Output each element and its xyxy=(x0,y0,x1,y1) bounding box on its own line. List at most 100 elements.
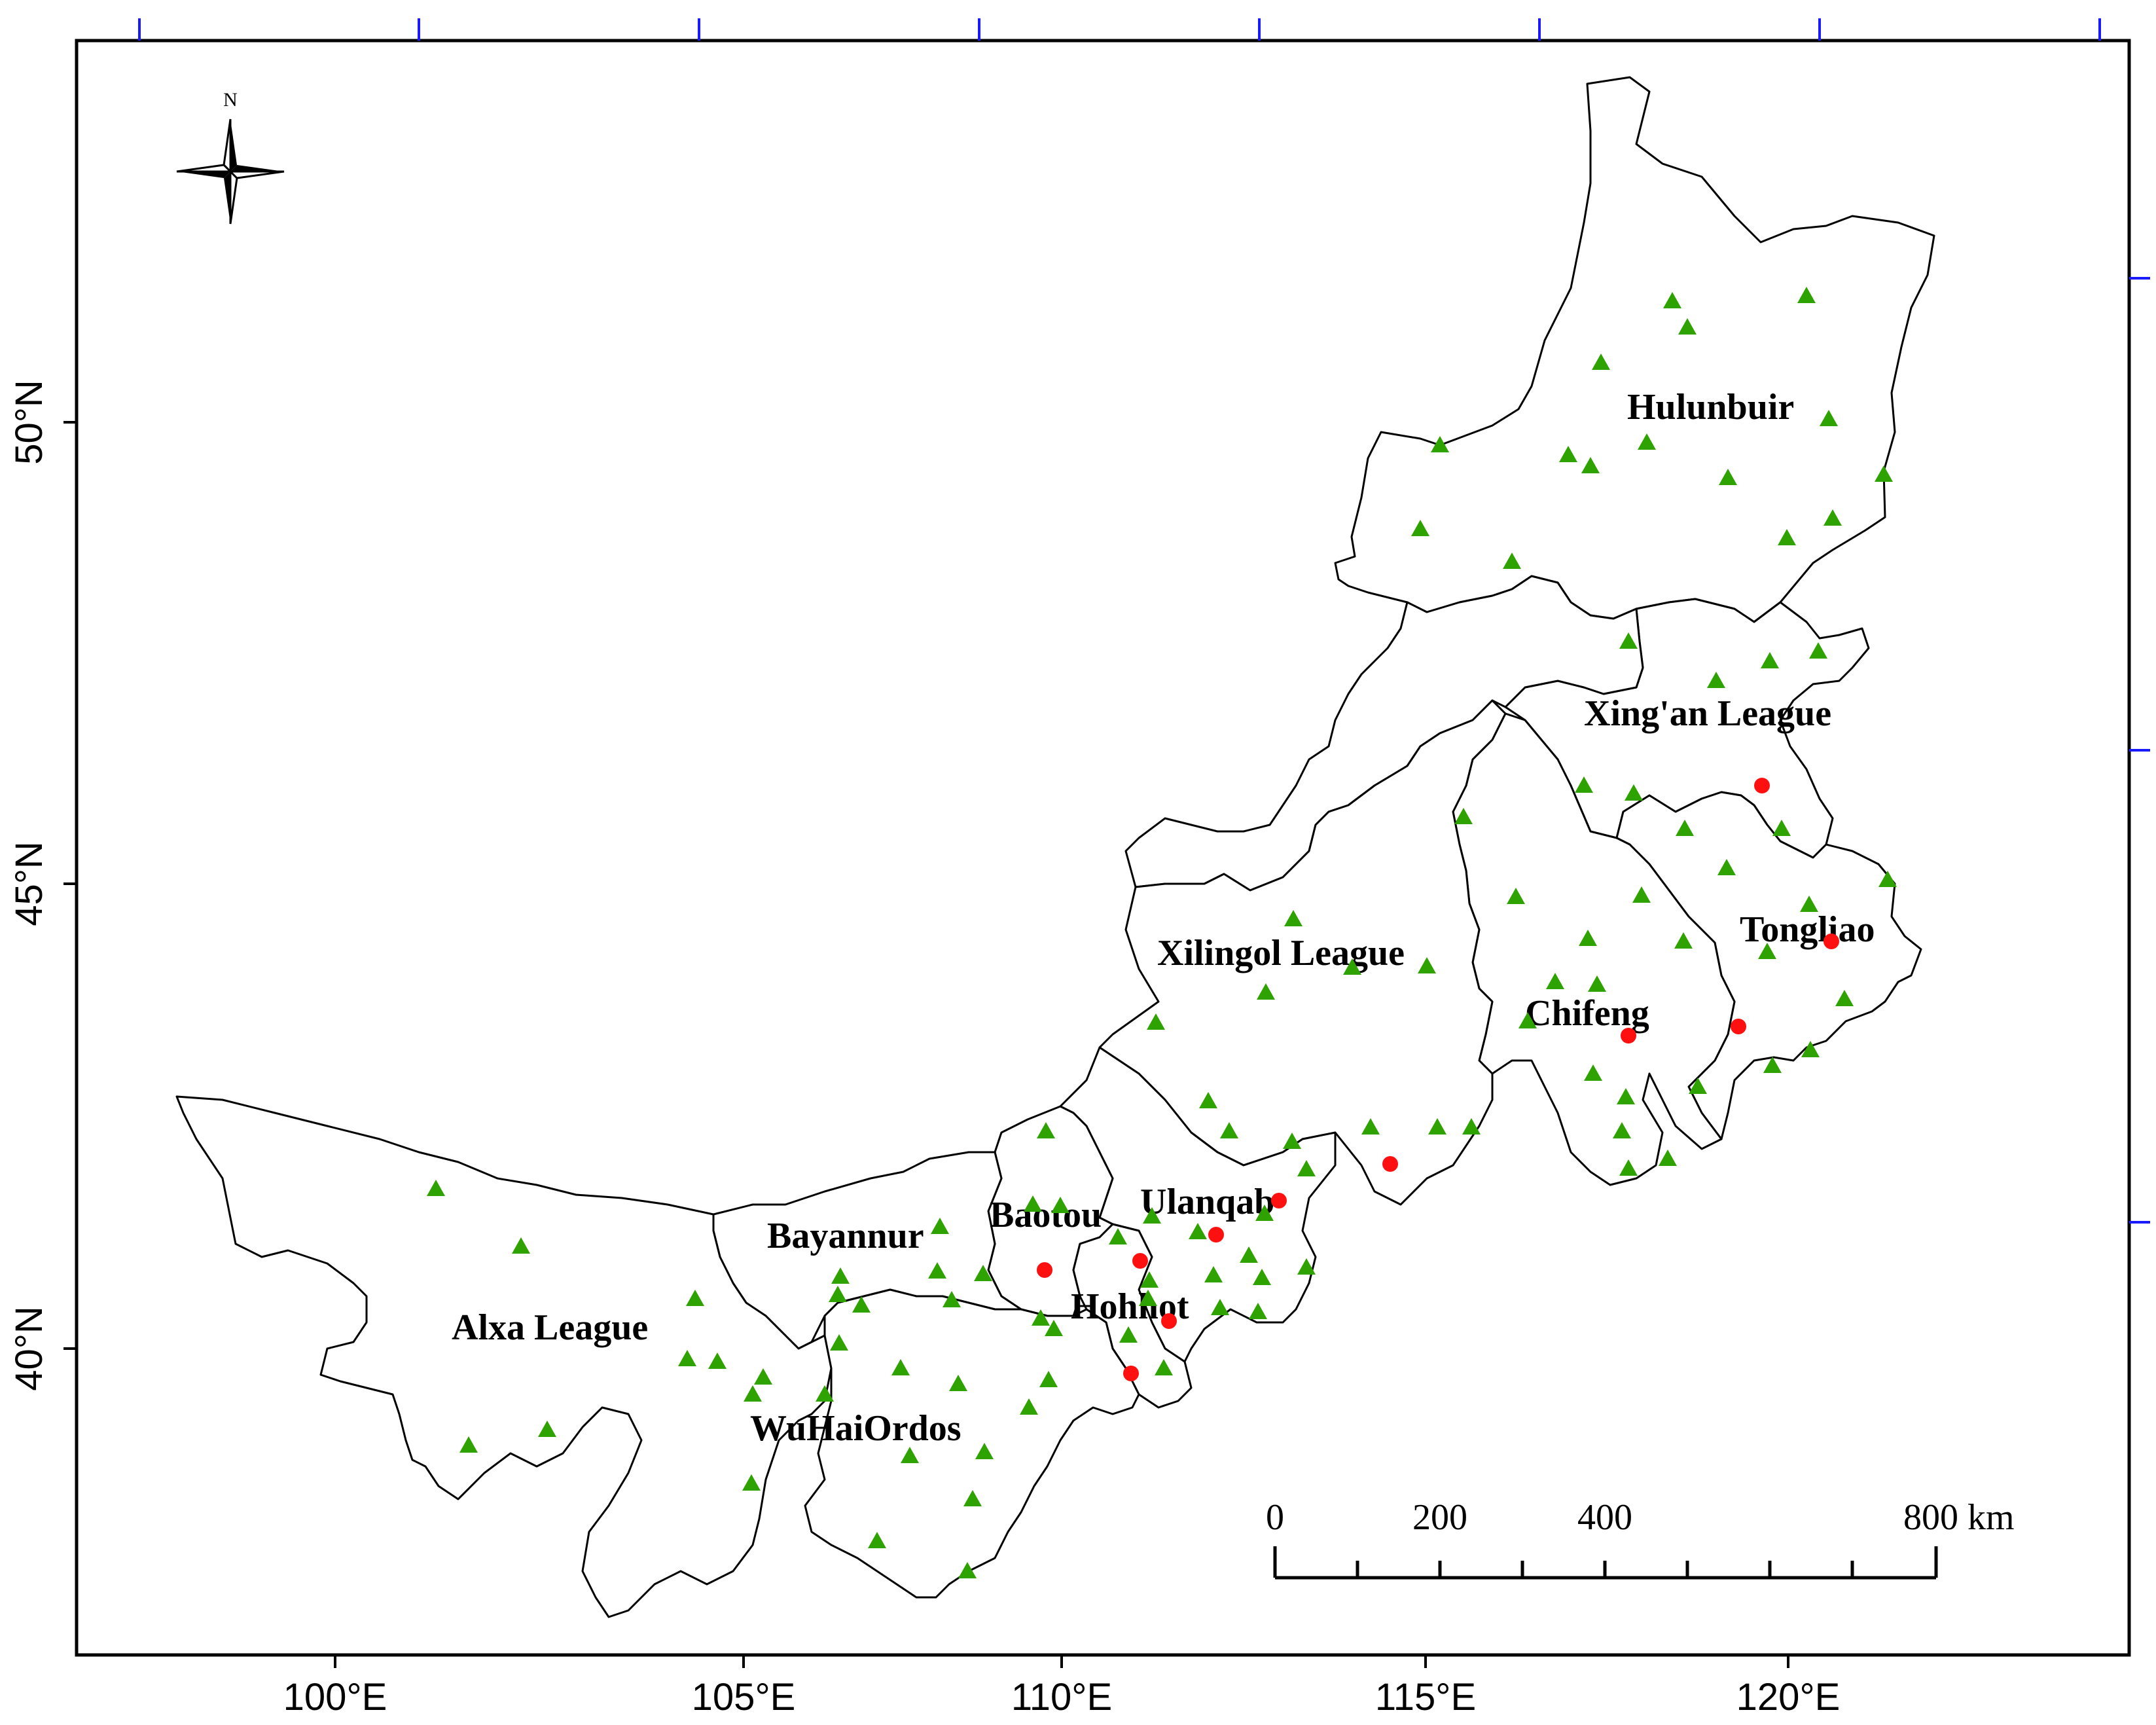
station-marker xyxy=(1249,1303,1267,1319)
station-marker xyxy=(1454,808,1473,824)
station-marker xyxy=(1717,859,1736,875)
station-marker xyxy=(831,1267,850,1284)
station-marker xyxy=(1253,1269,1271,1285)
station-marker xyxy=(1801,1041,1820,1057)
station-marker xyxy=(1778,529,1796,545)
x-tick-label-100: 100°E xyxy=(283,1676,387,1718)
region-wuhai-ordos xyxy=(804,1288,1140,1599)
station-marker xyxy=(1824,509,1842,526)
station-marker xyxy=(1220,1122,1238,1138)
region-label-alxa: Alxa League xyxy=(452,1307,648,1348)
station-marker xyxy=(742,1474,761,1491)
station-marker xyxy=(1255,1205,1274,1221)
station-marker xyxy=(1581,457,1600,473)
station-marker xyxy=(708,1353,727,1369)
region-alxa xyxy=(175,1095,833,1618)
region-label-ulanqab: Ulanqab xyxy=(1140,1182,1274,1222)
station-marker xyxy=(974,1265,992,1281)
scale-bar xyxy=(1273,1546,1938,1580)
station-marker xyxy=(1343,958,1361,975)
region-label-chifeng: Chifeng xyxy=(1525,993,1649,1034)
station-marker xyxy=(1619,1159,1638,1176)
city-marker xyxy=(1208,1227,1224,1243)
station-marker xyxy=(1045,1320,1063,1336)
station-marker xyxy=(1051,1197,1069,1213)
station-marker xyxy=(1147,1013,1165,1030)
x-tick-label-110: 110°E xyxy=(1011,1676,1112,1718)
station-marker xyxy=(1678,318,1697,335)
station-marker xyxy=(931,1218,949,1234)
station-marker xyxy=(949,1375,967,1391)
north-label: N xyxy=(223,89,238,111)
scale-label-400: 400 xyxy=(1577,1497,1632,1538)
station-marker xyxy=(1763,1057,1782,1073)
station-marker xyxy=(1659,1150,1677,1166)
station-marker xyxy=(459,1436,478,1453)
station-marker xyxy=(1143,1207,1161,1224)
station-marker xyxy=(1204,1266,1223,1282)
station-marker xyxy=(1020,1398,1038,1415)
city-markers xyxy=(1037,778,1839,1381)
station-marker xyxy=(1592,354,1610,370)
frame-ticks xyxy=(138,18,2150,1224)
station-marker xyxy=(1619,632,1638,649)
station-marker xyxy=(1676,820,1694,836)
station-marker xyxy=(1284,910,1303,926)
station-marker xyxy=(1462,1118,1481,1135)
north-arrow-icon xyxy=(176,118,285,225)
station-marker xyxy=(1518,1012,1537,1028)
station-marker xyxy=(1211,1299,1229,1315)
x-axis-ticks xyxy=(63,421,1789,1668)
station-marker xyxy=(1820,410,1838,426)
region-hulunbuir xyxy=(1334,76,1935,623)
region-label-xilingol: Xilingol League xyxy=(1157,933,1405,973)
station-marker xyxy=(1139,1290,1157,1306)
station-marker xyxy=(1800,896,1818,912)
station-marker xyxy=(1761,652,1779,668)
y-tick-label-40: 40°N xyxy=(8,1306,50,1391)
region-label-hulunbuir: Hulunbuir xyxy=(1627,387,1794,427)
station-marker xyxy=(852,1296,871,1313)
station-marker xyxy=(1689,1078,1707,1094)
station-marker xyxy=(1297,1160,1316,1176)
station-marker xyxy=(1199,1092,1217,1108)
station-marker xyxy=(1507,888,1525,904)
city-marker xyxy=(1731,1019,1746,1034)
y-tick-label-45: 45°N xyxy=(8,841,50,926)
station-marker xyxy=(1039,1371,1058,1387)
station-marker xyxy=(975,1443,994,1459)
scale-label-0: 0 xyxy=(1266,1497,1284,1538)
station-marker xyxy=(928,1262,946,1279)
station-marker xyxy=(868,1532,886,1548)
station-marker xyxy=(1431,436,1449,452)
region-label-wuhai-ordos: WuHaiOrdos xyxy=(750,1408,961,1449)
region-label-bayannur: Bayannur xyxy=(767,1216,924,1256)
station-marker xyxy=(901,1447,919,1463)
station-marker xyxy=(1503,553,1521,569)
station-marker xyxy=(1189,1223,1207,1239)
station-marker xyxy=(1546,973,1564,989)
region-label-tongliao: Tongliao xyxy=(1740,909,1875,950)
station-marker xyxy=(1428,1118,1446,1135)
station-marker xyxy=(1584,1064,1602,1081)
station-marker xyxy=(1719,469,1737,485)
station-marker xyxy=(1575,776,1593,793)
station-marker xyxy=(1283,1133,1301,1149)
station-marker xyxy=(1418,957,1436,973)
station-marker xyxy=(958,1562,977,1578)
city-marker xyxy=(1754,778,1770,793)
station-marker xyxy=(830,1334,848,1351)
station-marker xyxy=(1032,1309,1050,1326)
station-marker xyxy=(744,1385,762,1402)
map-frame xyxy=(75,39,2131,1657)
station-marker xyxy=(1579,930,1597,946)
scale-label-200: 200 xyxy=(1412,1497,1467,1538)
station-marker xyxy=(1155,1359,1173,1375)
city-marker xyxy=(1123,1366,1139,1381)
station-marker xyxy=(1758,943,1776,959)
station-marker xyxy=(1625,784,1643,801)
station-markers xyxy=(427,287,1897,1578)
station-marker xyxy=(1257,983,1275,1000)
station-marker xyxy=(1613,1122,1631,1138)
